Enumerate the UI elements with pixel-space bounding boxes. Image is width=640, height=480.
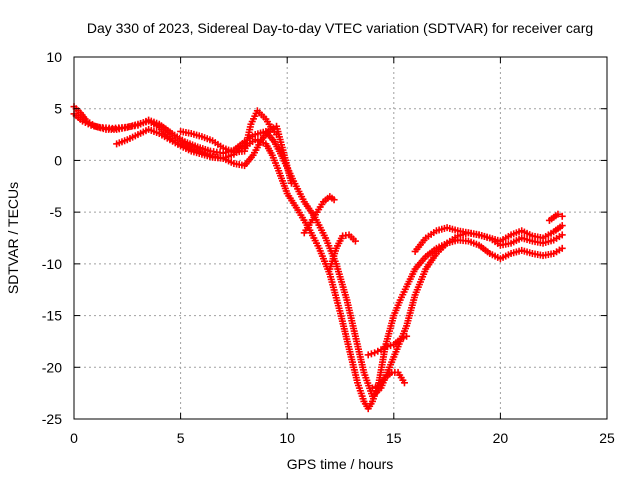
data-point <box>554 210 562 218</box>
x-tick-label: 15 <box>386 430 402 446</box>
data-point <box>287 179 295 187</box>
data-point <box>262 140 275 157</box>
data-point <box>539 250 555 260</box>
data-point <box>230 160 246 169</box>
data-point <box>486 234 502 244</box>
data-point <box>550 233 563 244</box>
series-track-c <box>411 222 566 255</box>
data-point <box>368 383 380 392</box>
data-point <box>383 342 395 351</box>
data-point <box>134 127 150 139</box>
axis-ticks: 0 5 10 15 20 25 -25 -20 -15 -10 -5 0 5 10 <box>42 49 615 446</box>
data-point <box>464 229 480 238</box>
data-point <box>96 123 113 132</box>
y-tick-label: -20 <box>42 359 62 375</box>
plot-frame <box>73 56 608 420</box>
data-point <box>134 117 150 129</box>
data-point <box>464 237 480 248</box>
data-point <box>360 397 371 410</box>
data-point <box>432 241 449 258</box>
data-point <box>326 247 339 273</box>
data-point <box>507 247 523 258</box>
data-point <box>337 310 355 358</box>
y-axis-label: SDTVAR / TECUs <box>5 182 21 294</box>
x-axis-label: GPS time / hours <box>287 456 394 472</box>
data-point <box>422 229 438 242</box>
data-point <box>351 332 367 374</box>
x-tick-label: 5 <box>177 430 185 446</box>
data-point <box>219 144 235 155</box>
data-point <box>558 231 566 239</box>
data-point <box>368 386 383 400</box>
data-point <box>558 212 566 220</box>
x-tick-label: 20 <box>493 430 509 446</box>
y-tick-label: -10 <box>42 256 62 272</box>
y-tick-label: -25 <box>42 411 62 427</box>
data-point <box>123 132 139 144</box>
data-point <box>79 117 92 128</box>
data-point <box>558 222 566 230</box>
y-tick-label: 10 <box>46 49 62 65</box>
data-point <box>347 353 361 384</box>
data-point <box>343 296 359 338</box>
data-point <box>345 231 357 243</box>
data-point <box>108 124 126 132</box>
data-point <box>411 268 429 299</box>
data-point <box>528 237 544 247</box>
data-points <box>70 103 566 413</box>
data-point <box>390 299 403 320</box>
y-tick-label: 0 <box>54 152 62 168</box>
data-point <box>403 268 418 291</box>
x-tick-label: 10 <box>279 430 295 446</box>
data-point <box>454 227 470 236</box>
data-point <box>528 250 544 259</box>
series-track-j <box>545 210 566 224</box>
data-point <box>558 244 566 252</box>
data-point <box>518 227 534 239</box>
series-track-h <box>364 332 411 359</box>
chart-title: Day 330 of 2023, Sidereal Day-to-day VTE… <box>87 20 593 36</box>
series-track-e <box>177 107 281 156</box>
data-point <box>177 127 193 137</box>
data-point <box>330 196 338 204</box>
data-point <box>390 337 402 349</box>
data-point <box>113 137 129 148</box>
series-track-d <box>113 122 295 187</box>
data-point <box>507 228 523 239</box>
data-point <box>475 231 491 241</box>
data-point <box>496 251 512 263</box>
data-point <box>273 131 281 139</box>
data-point <box>241 123 254 155</box>
series-track-g <box>326 231 359 273</box>
x-tick-label: 0 <box>70 430 78 446</box>
data-point <box>550 246 563 258</box>
data-point <box>403 293 418 330</box>
data-point <box>375 376 388 390</box>
series-track-f <box>300 193 338 237</box>
x-tick-label: 25 <box>599 430 615 446</box>
y-tick-label: -5 <box>50 204 63 220</box>
data-point <box>177 142 193 154</box>
series-track-a <box>70 103 566 413</box>
y-tick-label: -15 <box>42 308 62 324</box>
data-point <box>241 153 255 170</box>
data-point <box>403 332 411 340</box>
data-point <box>332 234 345 252</box>
data-point <box>262 115 275 131</box>
data-point <box>283 190 300 212</box>
data-point <box>198 133 214 144</box>
data-point <box>364 350 375 359</box>
y-tick-label: 5 <box>54 101 62 117</box>
series-track-i <box>368 368 408 392</box>
data-point <box>486 250 502 261</box>
data-point <box>400 379 408 387</box>
data-point <box>187 130 203 140</box>
data-point <box>354 379 367 403</box>
data-point <box>351 237 359 245</box>
